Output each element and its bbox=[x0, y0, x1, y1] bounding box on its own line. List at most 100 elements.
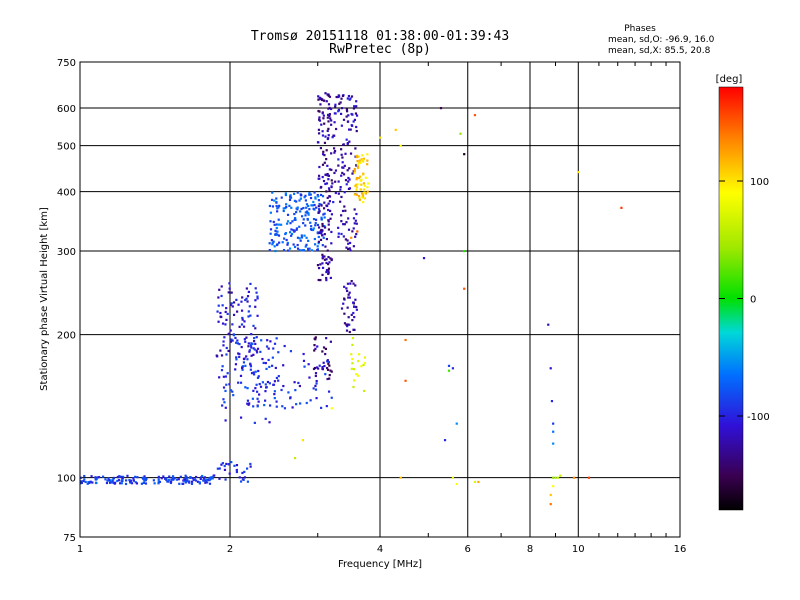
data-point bbox=[255, 351, 259, 354]
data-point bbox=[317, 367, 320, 370]
data-point bbox=[340, 174, 343, 177]
data-point bbox=[337, 108, 341, 112]
data-point bbox=[339, 101, 342, 104]
data-point bbox=[320, 216, 323, 219]
data-point bbox=[326, 172, 329, 176]
data-point bbox=[327, 137, 330, 140]
data-point bbox=[353, 106, 356, 109]
data-point bbox=[229, 303, 232, 307]
colorbar-label: [deg] bbox=[716, 74, 743, 85]
data-point bbox=[272, 383, 276, 386]
data-point bbox=[249, 368, 252, 371]
data-point bbox=[352, 385, 355, 389]
data-point bbox=[357, 353, 361, 356]
data-point bbox=[348, 241, 352, 245]
data-point bbox=[346, 169, 349, 172]
data-point bbox=[254, 287, 257, 290]
data-point bbox=[157, 480, 160, 483]
data-point bbox=[253, 337, 256, 340]
data-point bbox=[317, 242, 320, 245]
data-point bbox=[340, 220, 343, 223]
data-point bbox=[314, 218, 318, 221]
data-point bbox=[347, 316, 350, 319]
data-point bbox=[245, 287, 248, 290]
data-point bbox=[167, 478, 171, 482]
data-point bbox=[328, 189, 331, 192]
data-point bbox=[256, 397, 259, 400]
data-point bbox=[327, 223, 330, 226]
y-tick-label: 400 bbox=[57, 188, 76, 199]
data-point bbox=[325, 100, 328, 103]
data-point bbox=[451, 367, 455, 370]
data-point bbox=[290, 228, 293, 231]
data-point bbox=[344, 238, 347, 241]
data-point bbox=[320, 185, 323, 189]
data-point bbox=[324, 347, 327, 351]
data-point bbox=[351, 318, 354, 322]
data-point bbox=[353, 379, 356, 382]
data-point bbox=[126, 474, 129, 477]
data-point bbox=[350, 280, 353, 283]
data-point bbox=[320, 228, 323, 232]
data-point bbox=[359, 188, 362, 191]
data-point bbox=[311, 204, 314, 207]
data-point bbox=[223, 464, 226, 468]
data-point bbox=[288, 231, 292, 234]
data-point bbox=[275, 232, 278, 235]
data-point bbox=[262, 361, 265, 365]
data-point bbox=[235, 358, 238, 361]
data-point bbox=[278, 204, 281, 207]
data-point bbox=[312, 227, 315, 230]
data-point bbox=[217, 296, 220, 299]
data-point bbox=[273, 390, 276, 393]
data-point bbox=[246, 300, 249, 303]
data-point bbox=[327, 220, 330, 223]
data-point bbox=[343, 297, 346, 300]
data-point bbox=[351, 172, 354, 175]
data-point bbox=[340, 195, 343, 199]
y-tick-label: 600 bbox=[57, 104, 76, 115]
data-point bbox=[182, 482, 185, 485]
data-point bbox=[361, 158, 365, 162]
data-point bbox=[463, 153, 466, 156]
data-point bbox=[264, 361, 267, 365]
data-point bbox=[254, 342, 257, 346]
data-point bbox=[240, 345, 243, 349]
data-point bbox=[274, 366, 277, 370]
data-point bbox=[355, 125, 358, 129]
data-point bbox=[347, 114, 350, 117]
data-point bbox=[86, 482, 89, 485]
data-point bbox=[143, 477, 147, 480]
data-point bbox=[327, 174, 331, 177]
data-point bbox=[88, 481, 91, 485]
data-point bbox=[256, 376, 260, 379]
data-point bbox=[333, 149, 337, 153]
data-point bbox=[310, 249, 314, 252]
data-point bbox=[261, 357, 264, 361]
data-point bbox=[342, 173, 346, 176]
data-point bbox=[355, 193, 358, 196]
data-point bbox=[167, 480, 170, 483]
data-point bbox=[404, 379, 407, 382]
x-axis-label: Frequency [MHz] bbox=[338, 559, 422, 570]
data-point bbox=[559, 474, 562, 477]
data-point bbox=[104, 478, 107, 481]
data-point bbox=[299, 210, 302, 213]
data-point bbox=[321, 225, 324, 228]
data-point bbox=[232, 334, 236, 337]
data-point bbox=[327, 134, 330, 137]
data-point bbox=[295, 207, 298, 210]
data-point bbox=[275, 376, 279, 380]
data-point bbox=[281, 405, 284, 408]
data-point bbox=[319, 193, 323, 197]
data-point bbox=[344, 209, 347, 212]
data-point bbox=[289, 397, 292, 400]
data-point bbox=[252, 347, 255, 350]
data-point bbox=[327, 178, 330, 181]
data-point bbox=[296, 243, 299, 247]
data-point bbox=[238, 325, 241, 328]
data-point bbox=[477, 480, 480, 484]
data-point bbox=[132, 479, 135, 482]
data-point bbox=[352, 311, 355, 315]
data-point bbox=[220, 315, 223, 319]
